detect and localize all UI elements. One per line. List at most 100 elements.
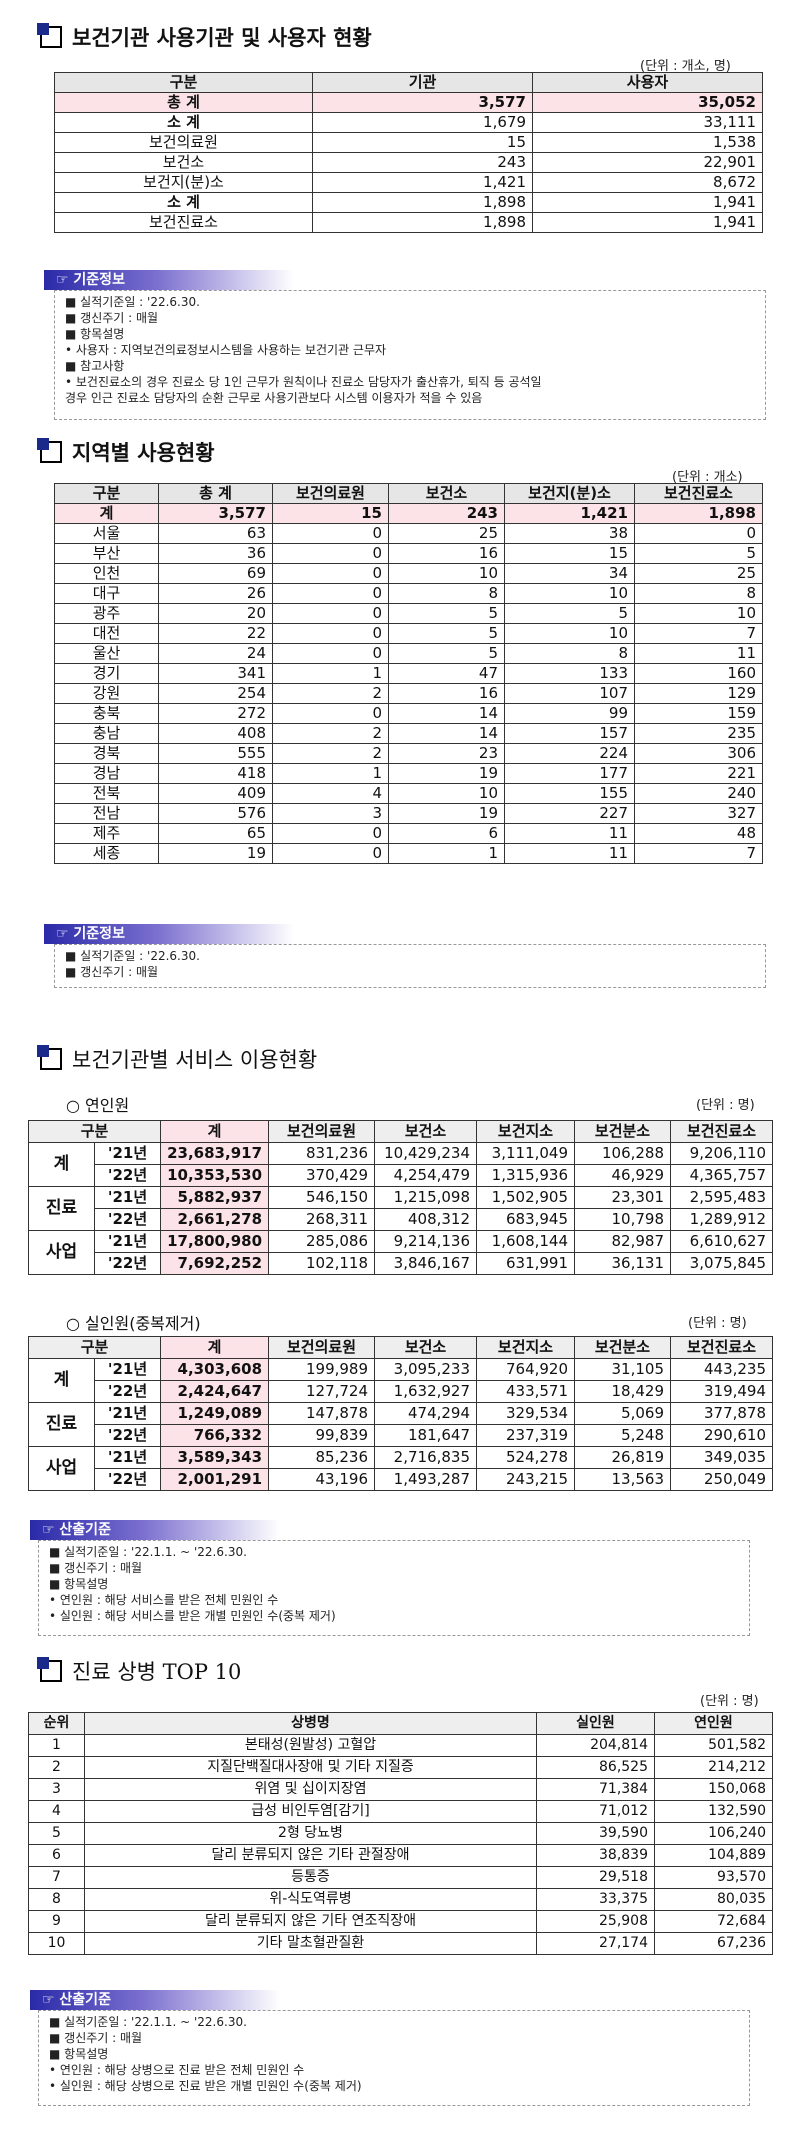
table-cell: 16 bbox=[388, 683, 505, 704]
s1-cell: 35,052 bbox=[532, 92, 763, 113]
table-cell: 충북 bbox=[54, 703, 159, 724]
table-row: 전남 576 3 19 227 327 bbox=[54, 803, 763, 824]
group-label: 계 bbox=[28, 1358, 95, 1403]
s1-cell: 보건의료원 bbox=[54, 132, 313, 153]
table-cell: 대구 bbox=[54, 583, 159, 604]
table-row: 경기 341 1 47 133 160 bbox=[54, 663, 763, 684]
table-cell: 546,150 bbox=[268, 1186, 376, 1209]
table-cell: 1,249,089 bbox=[160, 1402, 270, 1425]
table-cell: 327 bbox=[634, 803, 763, 824]
table-cell: 39,590 bbox=[536, 1822, 655, 1845]
table-cell: 1 bbox=[28, 1734, 85, 1757]
table-cell: 306 bbox=[634, 743, 763, 764]
table-cell: 5 bbox=[634, 543, 763, 564]
note-line: • 연인원 : 해당 상병으로 진료 받은 전체 민원인 수 bbox=[49, 2063, 305, 2077]
group-label: 진료 bbox=[28, 1402, 95, 1447]
s2-unit: (단위 : 개소) bbox=[672, 470, 743, 485]
table-cell: 38,839 bbox=[536, 1844, 655, 1867]
table-cell: '21년 bbox=[93, 1402, 162, 1425]
s4-header: 순위 bbox=[28, 1712, 85, 1735]
note-line: ■ 실적기준일 : '22.1.1. ~ '22.6.30. bbox=[49, 1545, 247, 1559]
table-cell: 0 bbox=[634, 523, 763, 544]
table-cell: 370,429 bbox=[268, 1164, 376, 1187]
table-cell: 227 bbox=[504, 803, 635, 824]
s4-table: 순위 상병명 실인원 연인원 1 본태성(원발성) 고혈압 204,814 501,5… bbox=[28, 1712, 773, 1955]
table-row: 10 기타 말초혈관질환 27,174 67,236 bbox=[28, 1932, 773, 1955]
table-row: 9 달리 분류되지 않은 기타 연조직장애 25,908 72,684 bbox=[28, 1910, 773, 1933]
table-cell: '22년 bbox=[93, 1468, 162, 1491]
table-row: '22년 2,424,647 127,724 1,632,927 433,571 18,4… bbox=[29, 1380, 774, 1403]
table-cell: 대전 bbox=[54, 623, 159, 644]
table-cell: 474,294 bbox=[374, 1402, 478, 1425]
s1-cell: 소 계 bbox=[54, 112, 313, 133]
table-cell: 99 bbox=[504, 703, 635, 724]
table-cell: 329,534 bbox=[476, 1402, 576, 1425]
table-cell: 2형 당뇨병 bbox=[84, 1822, 537, 1845]
table-cell: 6 bbox=[28, 1844, 85, 1867]
table-cell: 254 bbox=[158, 683, 273, 704]
s3-table-1: 구분 계 보건의료원 보건소 보건지소 보건분소 보건진료소 계 '21년 23,6… bbox=[27, 1120, 774, 1275]
s2-header: 구분 bbox=[54, 483, 159, 504]
table-cell: 2,716,835 bbox=[374, 1446, 478, 1469]
table-cell: 9,214,136 bbox=[374, 1230, 478, 1253]
table-cell: 11 bbox=[634, 643, 763, 664]
s3-unit-2: (단위 : 명) bbox=[688, 1316, 747, 1331]
table-cell: 6,610,627 bbox=[670, 1230, 774, 1253]
table-cell: 세종 bbox=[54, 843, 159, 864]
table-cell: 33,375 bbox=[536, 1888, 655, 1911]
table-cell: '21년 bbox=[93, 1186, 162, 1209]
s3-header: 보건진료소 bbox=[670, 1336, 774, 1359]
table-cell: 1 bbox=[272, 663, 389, 684]
table-cell: 10,353,530 bbox=[160, 1164, 270, 1187]
table-cell: 418 bbox=[158, 763, 273, 784]
table-cell: 25 bbox=[634, 563, 763, 584]
s1-cell: 243 bbox=[312, 152, 533, 173]
s1-cell: 8,672 bbox=[532, 172, 763, 193]
table-cell: '22년 bbox=[93, 1164, 162, 1187]
table-cell: 경기 bbox=[54, 663, 159, 684]
table-cell: 285,086 bbox=[268, 1230, 376, 1253]
table-cell: 4,365,757 bbox=[670, 1164, 774, 1187]
table-cell: 광주 bbox=[54, 603, 159, 624]
note-line: ■ 갱신주기 : 매월 bbox=[65, 965, 159, 979]
s3-unit-1: (단위 : 명) bbox=[696, 1098, 755, 1113]
table-cell: 250,049 bbox=[670, 1468, 774, 1491]
table-row: 강원 254 2 16 107 129 bbox=[54, 683, 763, 704]
table-cell: 2,661,278 bbox=[160, 1208, 270, 1231]
table-cell: 10,798 bbox=[574, 1208, 672, 1231]
table-row: 세종 19 0 1 11 7 bbox=[54, 843, 763, 864]
table-cell: 0 bbox=[272, 603, 389, 624]
table-cell: 86,525 bbox=[536, 1756, 655, 1779]
table-cell: 129 bbox=[634, 683, 763, 704]
note-line: ■ 실적기준일 : '22.6.30. bbox=[65, 295, 200, 309]
table-cell: '22년 bbox=[93, 1252, 162, 1275]
table-cell: 0 bbox=[272, 823, 389, 844]
s1-table: 구분 기관 사용자 총 계 3,577 35,052 소 계 1,679 33,… bbox=[54, 72, 763, 233]
table-row: 5 2형 당뇨병 39,590 106,240 bbox=[28, 1822, 773, 1845]
s3-header: 보건의료원 bbox=[268, 1336, 376, 1359]
table-cell: 10 bbox=[504, 623, 635, 644]
table-cell: 25,908 bbox=[536, 1910, 655, 1933]
table-cell: 214,212 bbox=[654, 1756, 773, 1779]
table-cell: 전남 bbox=[54, 803, 159, 824]
table-cell: 831,236 bbox=[268, 1142, 376, 1165]
s2-note-head: ☞ 기준정보 bbox=[44, 924, 294, 944]
table-cell: 377,878 bbox=[670, 1402, 774, 1425]
table-row: 계 '21년 4,303,608 199,989 3,095,233 764,920 31,… bbox=[28, 1358, 774, 1403]
table-cell: 235 bbox=[634, 723, 763, 744]
s1-cell: 1,538 bbox=[532, 132, 763, 153]
table-cell: 5 bbox=[28, 1822, 85, 1845]
table-cell: 349,035 bbox=[670, 1446, 774, 1469]
table-row: 6 달리 분류되지 않은 기타 관절장애 38,839 104,889 bbox=[28, 1844, 773, 1867]
table-cell: 5,882,937 bbox=[160, 1186, 270, 1209]
table-cell: 2,595,483 bbox=[670, 1186, 774, 1209]
table-cell: 3,095,233 bbox=[374, 1358, 478, 1381]
table-row: 인천 69 0 10 34 25 bbox=[54, 563, 763, 584]
table-cell: 501,582 bbox=[654, 1734, 773, 1757]
table-cell: 3,589,343 bbox=[160, 1446, 270, 1469]
table-cell: 199,989 bbox=[268, 1358, 376, 1381]
table-row: 충남 408 2 14 157 235 bbox=[54, 723, 763, 744]
section-4-title: 진료 상병 TOP 10 bbox=[37, 1656, 241, 1686]
table-cell: 14 bbox=[388, 703, 505, 724]
table-cell: 1,289,912 bbox=[670, 1208, 774, 1231]
